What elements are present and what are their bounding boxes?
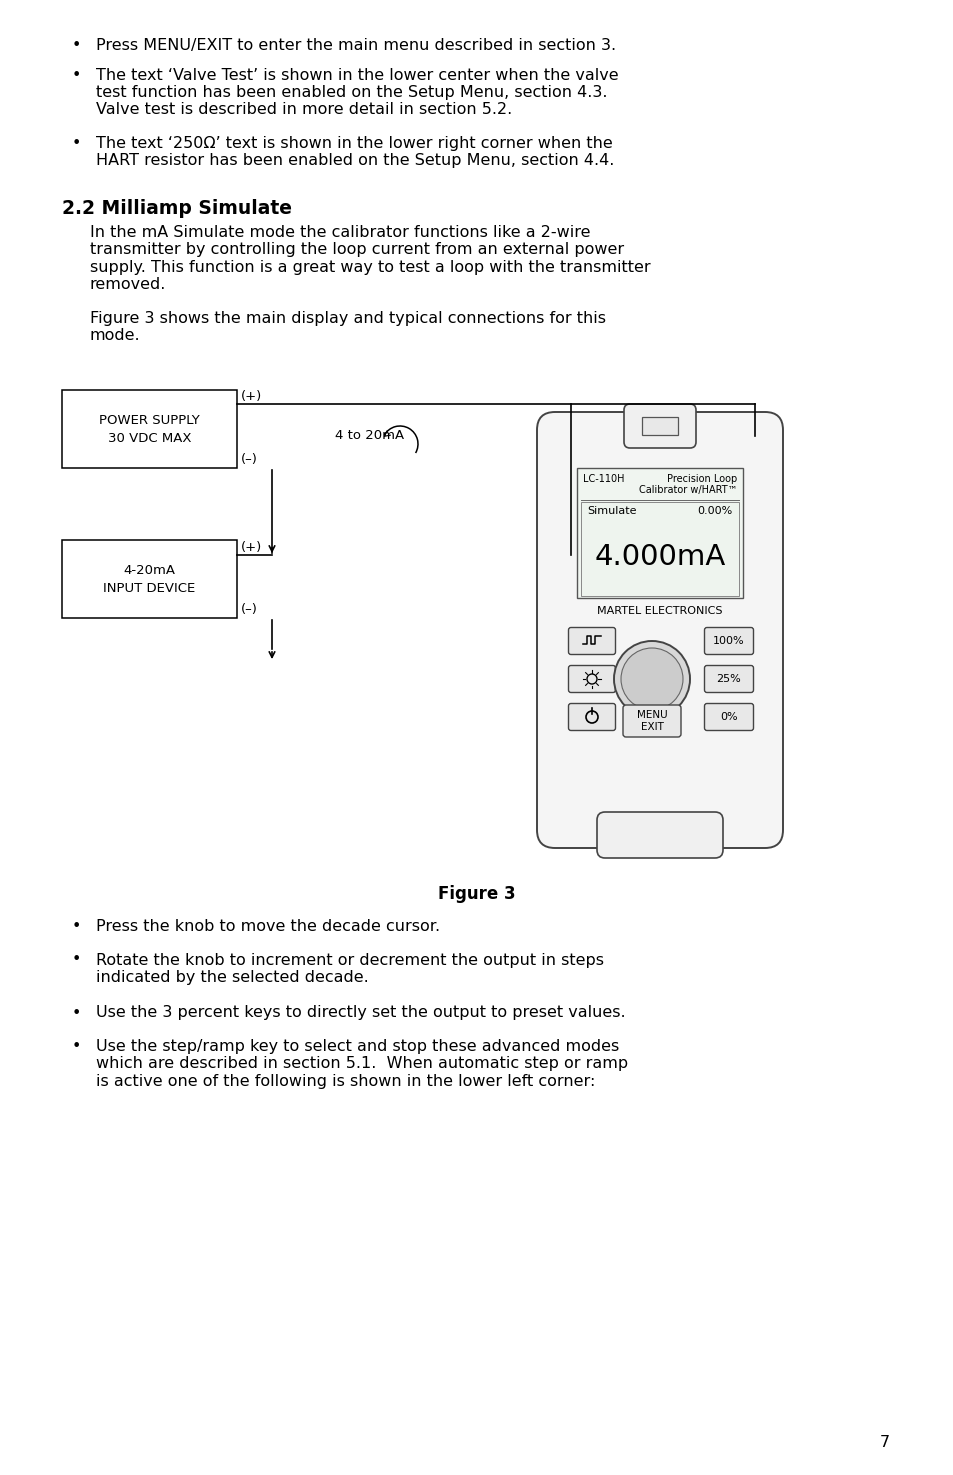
Text: •: • [71,919,81,934]
Text: Simulate: Simulate [586,506,636,516]
FancyBboxPatch shape [568,665,615,692]
FancyBboxPatch shape [703,665,753,692]
Text: The text ‘Valve Test’ is shown in the lower center when the valve
test function : The text ‘Valve Test’ is shown in the lo… [96,68,618,118]
Circle shape [614,642,689,717]
Text: 2.2 Milliamp Simulate: 2.2 Milliamp Simulate [62,199,292,218]
Text: •: • [71,1038,81,1055]
Text: •: • [71,1006,81,1021]
FancyBboxPatch shape [568,627,615,655]
Text: •: • [71,68,81,83]
Text: MARTEL ELECTRONICS: MARTEL ELECTRONICS [597,606,722,617]
FancyBboxPatch shape [622,705,680,738]
Text: Use the 3 percent keys to directly set the output to preset values.: Use the 3 percent keys to directly set t… [96,1006,625,1021]
Text: Rotate the knob to increment or decrement the output in steps
indicated by the s: Rotate the knob to increment or decremen… [96,953,603,985]
Text: 100%: 100% [713,636,744,646]
Text: 4.000mA: 4.000mA [594,543,725,571]
Text: 4 to 20mA: 4 to 20mA [335,429,404,442]
Text: POWER SUPPLY: POWER SUPPLY [99,413,200,426]
Text: Use the step/ramp key to select and stop these advanced modes
which are describe: Use the step/ramp key to select and stop… [96,1038,627,1089]
FancyBboxPatch shape [537,412,782,848]
Text: (+): (+) [241,389,262,403]
Text: (–): (–) [241,603,257,617]
Text: •: • [71,136,81,150]
Text: LC-110H: LC-110H [582,473,624,484]
FancyBboxPatch shape [703,704,753,730]
Text: 30 VDC MAX: 30 VDC MAX [108,432,191,444]
Bar [62,540,236,618]
Text: Figure 3 shows the main display and typical connections for this
mode.: Figure 3 shows the main display and typi… [90,311,605,344]
Bar [580,502,739,596]
Text: Press MENU/EXIT to enter the main menu described in section 3.: Press MENU/EXIT to enter the main menu d… [96,38,616,53]
FancyBboxPatch shape [703,627,753,655]
Text: 0.00%: 0.00% [697,506,732,516]
Text: •: • [71,953,81,968]
Text: MENU
EXIT: MENU EXIT [636,709,666,732]
Bar [62,389,236,468]
Text: •: • [71,38,81,53]
Text: Figure 3: Figure 3 [437,885,516,903]
Bar [577,468,742,597]
Text: The text ‘250Ω’ text is shown in the lower right corner when the
HART resistor h: The text ‘250Ω’ text is shown in the low… [96,136,614,168]
FancyBboxPatch shape [623,404,696,448]
Text: (+): (+) [241,541,262,555]
FancyBboxPatch shape [597,813,722,858]
Text: 25%: 25% [716,674,740,684]
Text: 7: 7 [879,1435,889,1450]
Text: 4-20mA: 4-20mA [123,563,175,577]
Bar [641,417,678,435]
Text: In the mA Simulate mode the calibrator functions like a 2-wire
transmitter by co: In the mA Simulate mode the calibrator f… [90,226,650,292]
Text: INPUT DEVICE: INPUT DEVICE [103,581,195,594]
Text: Precision Loop: Precision Loop [666,473,737,484]
Text: Press the knob to move the decade cursor.: Press the knob to move the decade cursor… [96,919,439,934]
Text: Calibrator w/HART™: Calibrator w/HART™ [638,485,737,496]
Circle shape [620,648,682,709]
Text: 0%: 0% [720,712,737,721]
FancyBboxPatch shape [568,704,615,730]
Text: (–): (–) [241,453,257,466]
